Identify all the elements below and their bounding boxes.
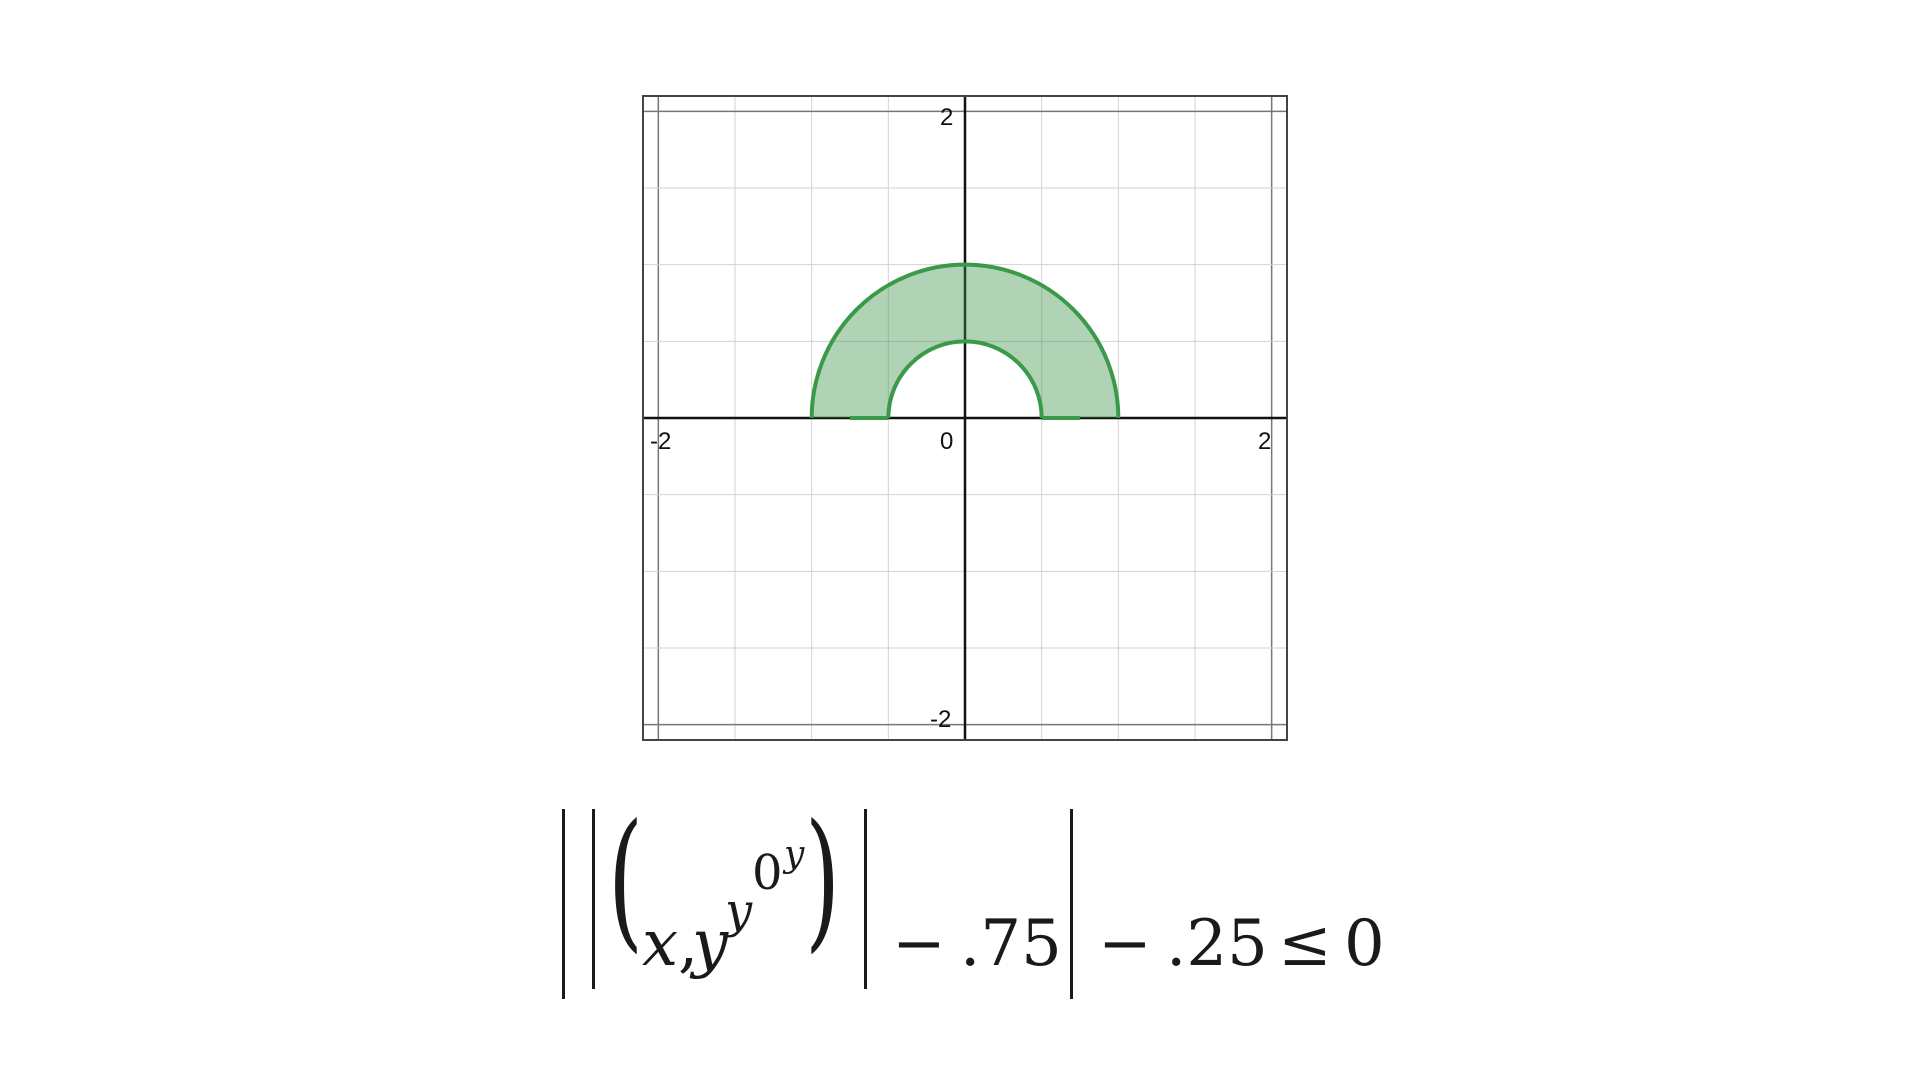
inner-abs-bar-left bbox=[592, 809, 595, 989]
inequality-formula: ( x , y y 0 y ) − .75 − .25 ≤ 0 bbox=[550, 805, 1410, 1005]
formula-x: x bbox=[642, 907, 679, 981]
formula-exp-zero: 0 bbox=[752, 845, 783, 901]
tick-label-origin: 0 bbox=[940, 428, 953, 455]
tick-label-y-neg: -2 bbox=[930, 706, 951, 733]
outer-abs-bar-right bbox=[1070, 809, 1073, 999]
formula-const-025: .25 bbox=[1166, 907, 1268, 981]
formula-comma: , bbox=[678, 907, 699, 981]
formula-exp-y1: y bbox=[725, 883, 753, 939]
right-paren: ) bbox=[805, 793, 841, 967]
formula-minus-2: − bbox=[1098, 907, 1152, 981]
graph-border bbox=[642, 95, 1288, 741]
formula-rhs-zero: 0 bbox=[1344, 907, 1385, 981]
formula-const-075: .75 bbox=[960, 907, 1062, 981]
tick-label-x-pos: 2 bbox=[1258, 428, 1271, 455]
outer-abs-bar-left bbox=[562, 809, 565, 999]
region-boundary bbox=[809, 263, 1121, 419]
formula-exp-y2: y bbox=[784, 834, 805, 875]
left-paren: ( bbox=[608, 793, 644, 967]
axes bbox=[643, 96, 1287, 740]
tick-label-x-neg: -2 bbox=[650, 428, 671, 455]
formula-y: y bbox=[692, 907, 729, 981]
tick-label-y-pos: 2 bbox=[940, 104, 953, 131]
shaded-region bbox=[809, 263, 1121, 420]
inner-abs-bar-right bbox=[864, 809, 867, 989]
formula-minus-1: − bbox=[892, 907, 946, 981]
formula-leq: ≤ bbox=[1278, 907, 1332, 981]
